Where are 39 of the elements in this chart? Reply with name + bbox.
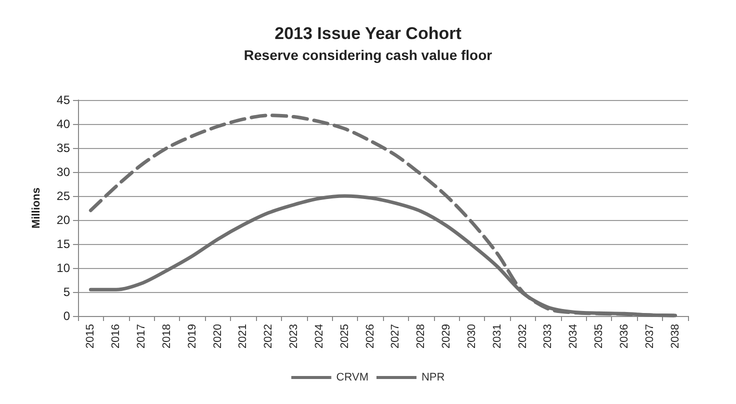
x-tick-label: 2038 [669, 324, 682, 348]
x-tick-label: 2015 [84, 324, 97, 348]
chart-title: 2013 Issue Year Cohort [274, 24, 462, 43]
x-tick-label: 2020 [212, 324, 224, 348]
x-tick-label: 2019 [186, 324, 198, 348]
y-tick-label: 5 [63, 285, 70, 299]
x-tick-label: 2017 [136, 324, 148, 348]
x-tick-label: 2029 [440, 324, 453, 348]
x-tick-label: 2027 [390, 324, 402, 348]
y-tick-label: 0 [63, 309, 70, 323]
y-tick-label: 10 [56, 261, 70, 275]
y-axis-title: Millions [30, 188, 42, 228]
x-tick-label: 2024 [313, 324, 326, 348]
x-tick-label: 2028 [415, 324, 428, 348]
x-tick-label: 2035 [593, 324, 606, 348]
y-tick-label: 20 [56, 213, 70, 227]
x-tick-label: 2032 [516, 324, 529, 348]
x-tick-label: 2018 [160, 324, 173, 348]
y-tick-label: 30 [56, 165, 70, 179]
x-tick-label: 2025 [338, 324, 351, 348]
x-tick-label: 2021 [237, 324, 250, 348]
x-tick-label: 2037 [644, 324, 656, 348]
legend-label: NPR [421, 372, 445, 384]
x-tick-label: 2034 [568, 324, 580, 348]
y-tick-label: 25 [56, 189, 70, 203]
x-tick-label: 2031 [491, 324, 504, 348]
x-tick-label: 2033 [542, 324, 554, 348]
x-tick-label: 2026 [364, 324, 376, 348]
y-tick-label: 35 [56, 141, 70, 155]
chart-subtitle: Reserve considering cash value floor [244, 47, 493, 63]
y-tick-label: 40 [56, 117, 70, 131]
y-tick-label: 45 [56, 93, 70, 107]
y-tick-label: 15 [56, 237, 70, 251]
legend-label: CRVM [336, 372, 368, 384]
x-tick-label: 2023 [288, 324, 300, 348]
x-tick-label: 2016 [110, 324, 122, 348]
x-tick-label: 2030 [466, 324, 478, 348]
x-tick-label: 2036 [618, 324, 630, 348]
x-tick-label: 2022 [262, 324, 275, 348]
